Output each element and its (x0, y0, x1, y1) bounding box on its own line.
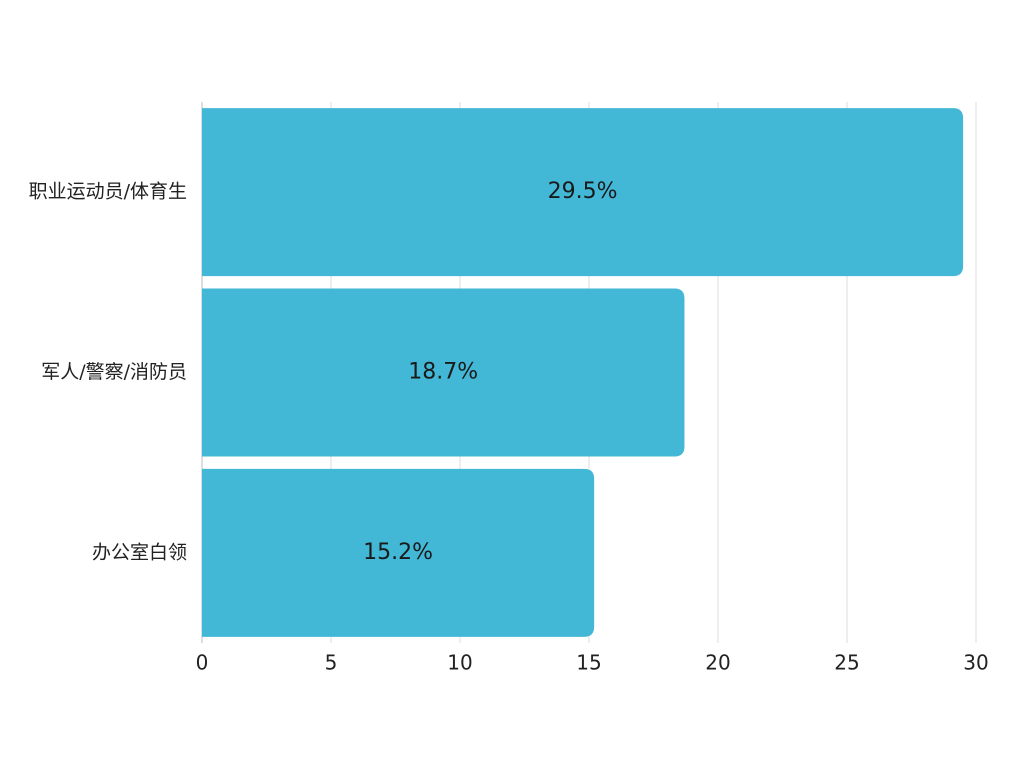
y-tick-label: 职业运动员/体育生 (29, 181, 187, 203)
bar (202, 288, 685, 457)
x-tick-label: 25 (834, 651, 859, 675)
value-label: 29.5% (548, 179, 618, 204)
y-tick-label: 办公室白领 (92, 541, 187, 563)
x-tick-label: 20 (705, 651, 730, 675)
x-tick-label: 10 (447, 651, 472, 675)
value-label: 15.2% (363, 540, 433, 565)
value-label: 18.7% (408, 360, 478, 385)
x-tick-label: 30 (963, 651, 988, 675)
bar (202, 468, 595, 637)
x-tick-label: 15 (576, 651, 601, 675)
x-tick-label: 5 (325, 651, 338, 675)
y-tick-label: 军人/警察/消防员 (41, 361, 187, 383)
x-tick-label: 0 (196, 651, 209, 675)
bar (202, 108, 964, 277)
